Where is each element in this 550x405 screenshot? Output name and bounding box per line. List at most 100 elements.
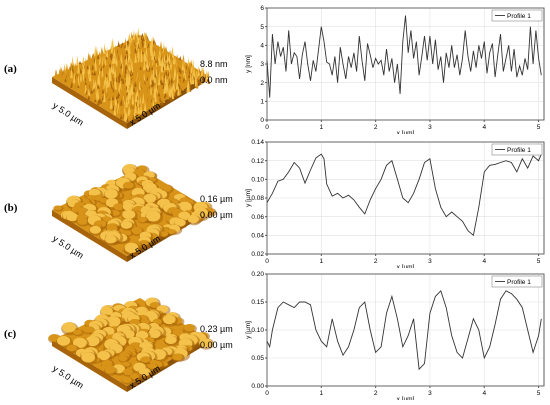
afm-spike: [54, 69, 57, 79]
afm-spike: [100, 46, 104, 54]
afm-spike: [103, 64, 106, 72]
x-tick-label: 0: [265, 258, 269, 265]
afm-bump: [172, 353, 183, 361]
afm-spike: [79, 72, 83, 83]
afm-spike: [140, 35, 143, 41]
afm-spike: [108, 88, 112, 98]
afm-bump: [162, 314, 176, 325]
afm-spike: [123, 86, 126, 96]
afm-spike: [94, 45, 97, 57]
afm-spike: [92, 79, 95, 92]
afm-spike: [93, 70, 97, 76]
afm-bump: [53, 205, 62, 211]
profile-svg-a: 0 1 2 3 4 5 0 1 2 3 4 5 6 x [µm] y [nm] Profile 1: [245, 5, 545, 137]
afm-spike: [120, 56, 123, 68]
afm-spike: [134, 48, 138, 54]
afm-bump: [124, 242, 139, 253]
afm-spike: [86, 72, 89, 80]
afm-spike: [166, 81, 169, 94]
afm-spike: [136, 88, 139, 98]
afm-surface-fill: [48, 297, 215, 392]
afm-spike: [110, 61, 114, 73]
afm-spike: [186, 67, 189, 77]
y-axis-label: y 5.0 µm: [51, 100, 86, 127]
afm-spike: [96, 83, 100, 89]
afm-spike: [141, 51, 144, 54]
afm-spike: [186, 81, 189, 93]
afm-bump: [131, 227, 143, 235]
afm-spike: [134, 52, 137, 63]
afm-bump: [82, 326, 93, 333]
afm-spike: [162, 96, 166, 103]
afm-spike: [142, 76, 145, 85]
afm-bump: [106, 316, 121, 327]
afm-spike: [191, 74, 195, 85]
afm-spike: [154, 91, 157, 102]
afm-spike: [116, 61, 120, 72]
afm-spike: [99, 77, 103, 88]
afm-spike: [140, 40, 143, 50]
afm-surface-b: 0.16 µm 0.00 µm y 5.0 µm x 5.0 µm: [22, 138, 247, 268]
afm-spike: [70, 84, 73, 88]
afm-spike: [191, 58, 195, 71]
x-tick-label: 2: [374, 258, 378, 265]
afm-spike: [119, 79, 122, 90]
afm-spike: [145, 32, 148, 42]
afm-spike: [176, 55, 179, 64]
x-tick-label: 1: [320, 124, 324, 131]
afm-spike: [78, 60, 82, 64]
afm-spike: [138, 80, 141, 91]
afm-spike: [105, 46, 109, 58]
z-max-label: 0.23 µm: [200, 324, 233, 334]
afm-spike: [91, 94, 95, 102]
afm-bump: [118, 355, 128, 362]
afm-svg-b: 0.16 µm 0.00 µm y 5.0 µm x 5.0 µm: [51, 164, 233, 262]
afm-spike: [160, 62, 164, 73]
afm-spike: [162, 82, 165, 86]
afm-spike: [121, 108, 124, 119]
afm-spike: [116, 51, 119, 61]
afm-spike: [207, 78, 211, 84]
z-min-label: 0.00 µm: [200, 340, 233, 350]
afm-spike: [130, 83, 133, 95]
afm-spike: [152, 97, 155, 110]
y-tick-label: 3: [260, 61, 264, 68]
afm-spike: [98, 54, 102, 65]
y-tick-label: 0.00: [251, 383, 264, 390]
afm-spike: [148, 65, 151, 72]
afm-spike: [140, 69, 143, 79]
y-tick-label: 0.12: [251, 158, 264, 165]
afm-spike: [120, 100, 123, 106]
afm-bump: [57, 335, 71, 346]
afm-spike: [102, 56, 106, 66]
afm-bump: [148, 363, 157, 369]
afm-spike: [87, 52, 90, 62]
legend-box: [491, 275, 543, 288]
afm-spike: [119, 113, 123, 120]
afm-spike: [178, 88, 182, 95]
afm-bump: [143, 193, 157, 203]
y-tick-label: 4: [260, 43, 264, 50]
afm-spike: [113, 51, 117, 64]
y-tick-label: 0.10: [251, 327, 264, 334]
afm-svg-c: 0.23 µm 0.00 µm y 5.0 µm x 5.0 µm: [48, 297, 233, 392]
afm-svg-a: 8.8 nm 0.0 nm y 5.0 µm x 5.0 µm: [51, 28, 228, 129]
afm-bump: [66, 212, 79, 222]
z-max-label: 8.8 nm: [200, 59, 228, 69]
afm-spike: [71, 82, 75, 90]
afm-bump: [187, 215, 199, 224]
afm-spike: [108, 98, 112, 105]
afm-spike: [132, 86, 136, 93]
panel-b-label: (b): [4, 202, 18, 214]
afm-spike: [131, 41, 134, 49]
z-max-label: 0.16 µm: [200, 194, 233, 204]
afm-spike: [168, 95, 171, 101]
afm-spike: [131, 72, 134, 76]
afm-spike: [202, 69, 205, 78]
afm-spike: [156, 44, 160, 52]
afm-spike: [121, 53, 125, 62]
afm-spike: [80, 79, 83, 87]
afm-spike: [168, 52, 171, 64]
afm-spike: [177, 85, 180, 96]
afm-spike: [112, 104, 115, 111]
